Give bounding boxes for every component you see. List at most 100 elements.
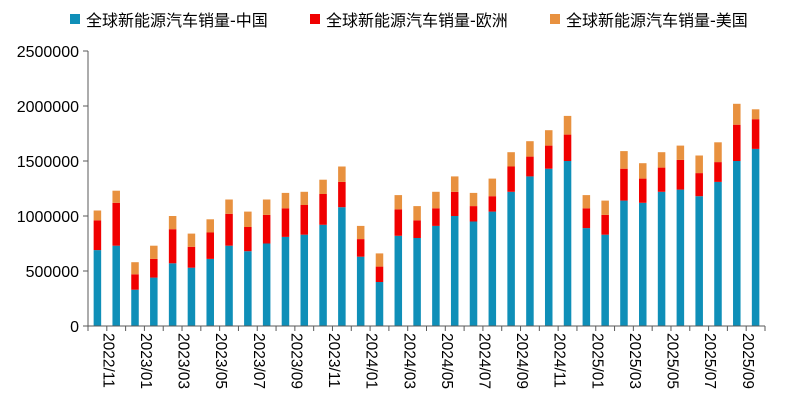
bar-segment-europe [187, 246, 196, 268]
bar-segment-usa [695, 155, 703, 174]
bar-segment-europe [733, 124, 741, 161]
bar-stack [225, 199, 233, 326]
legend: 全球新能源汽车销量-中国 全球新能源汽车销量-欧洲 全球新能源汽车销量-美国 [70, 11, 748, 30]
bar-segment-europe [714, 162, 722, 182]
x-tick-label: 2024/07 [476, 333, 493, 389]
x-tick-label: 2023/03 [175, 333, 192, 389]
bar-segment-usa [206, 219, 214, 233]
bar-stack [488, 178, 497, 326]
bar-segment-usa [338, 166, 346, 182]
bar-segment-usa [150, 245, 158, 259]
bar-segment-europe [206, 232, 214, 259]
bar-stack [281, 192, 290, 326]
bar-segment-china [300, 234, 309, 326]
bar-stack [526, 141, 534, 326]
bar-stack [150, 245, 158, 326]
bar-segment-usa [601, 200, 609, 215]
bar-segment-china [620, 200, 628, 326]
x-tick-label: 2024/01 [363, 333, 380, 389]
bar-segment-europe [450, 191, 459, 216]
bar-segment-europe [319, 194, 327, 225]
bar-segment-europe [150, 258, 158, 278]
bar-segment-europe [676, 159, 685, 190]
bar-segment-usa [469, 192, 478, 207]
bar-segment-europe [225, 213, 233, 246]
bar-segment-europe [563, 134, 572, 161]
bar-segment-china [394, 235, 403, 326]
x-tick-label: 2024/05 [438, 333, 455, 389]
bar-stack [432, 191, 440, 326]
bar-segment-europe [507, 166, 515, 192]
bar-segment-china [526, 176, 534, 326]
bar-segment-europe [93, 220, 102, 251]
legend-label-europe: 全球新能源汽车销量-欧洲 [326, 11, 508, 30]
bar-segment-usa [733, 103, 741, 125]
bar-segment-usa [582, 195, 591, 209]
bar-segment-china [733, 161, 741, 326]
x-tick-label: 2024/03 [400, 333, 417, 389]
x-axis: 2022/11 2023/01 2023/03 2023/05 2023/07 2023/… [87, 325, 766, 389]
bar-stack [469, 192, 478, 326]
bar-segment-europe [639, 178, 647, 203]
legend-label-china: 全球新能源汽车销量-中国 [86, 11, 268, 30]
legend-swatch-usa [550, 14, 560, 24]
x-tick-label: 2022/11 [99, 333, 116, 388]
bar-segment-usa [394, 195, 403, 210]
bar-stack [187, 233, 196, 326]
bar-segment-usa [375, 253, 384, 267]
y-tick-label: 2000000 [17, 99, 79, 116]
bar-segment-usa [413, 206, 421, 221]
bar-segment-europe [751, 119, 760, 149]
bar-stack [544, 130, 553, 326]
bar-segment-china [507, 191, 515, 326]
bar-segment-europe [657, 167, 666, 192]
bar-segment-usa [507, 152, 515, 167]
bar-segment-china [413, 238, 421, 326]
bar-segment-china [356, 256, 365, 326]
bar-stack [112, 190, 120, 326]
bar-segment-china [168, 263, 177, 326]
x-tick-label: 2023/11 [325, 333, 342, 388]
bar-segment-china [582, 228, 591, 326]
bar-segment-china [112, 245, 120, 326]
bar-segment-europe [131, 274, 139, 290]
y-tick-label: 1500000 [17, 154, 79, 171]
bar-segment-usa [93, 210, 102, 221]
bar-stack [131, 262, 139, 326]
x-tick-label: 2023/05 [212, 333, 229, 389]
bar-segment-china [563, 161, 572, 326]
bar-segment-usa [450, 176, 459, 192]
bar-segment-china [131, 289, 139, 326]
bar-segment-europe [112, 202, 120, 246]
bar-stack [244, 211, 252, 326]
bar-segment-europe [432, 208, 440, 226]
bar-segment-europe [375, 266, 384, 282]
bar-stack [93, 210, 102, 326]
bar-segment-europe [356, 239, 365, 257]
bar-segment-china [488, 211, 497, 326]
legend-label-usa: 全球新能源汽车销量-美国 [566, 11, 748, 30]
x-tick-label: 2023/01 [137, 333, 154, 389]
bar-segment-china [544, 168, 553, 326]
bar-stack [657, 152, 666, 326]
y-tick-label: 0 [70, 319, 79, 336]
bar-segment-europe [244, 227, 252, 252]
bar-segment-china [676, 189, 685, 326]
bar-segment-usa [657, 152, 666, 168]
bar-segment-usa [300, 191, 309, 205]
x-tick-label: 2024/09 [513, 333, 530, 389]
bar-segment-usa [639, 163, 647, 179]
bar-stack [338, 166, 346, 326]
bar-segment-china [281, 236, 290, 326]
bar-stack [262, 199, 271, 326]
x-tick-label: 2025/03 [626, 333, 643, 389]
bar-segment-usa [676, 145, 685, 160]
bar-stack [563, 115, 572, 326]
bar-segment-europe [601, 214, 609, 235]
bar-segment-europe [544, 145, 553, 169]
bar-stack [375, 253, 384, 326]
x-tick-label: 2023/09 [287, 333, 304, 389]
bar-segment-china [639, 202, 647, 326]
bar-segment-europe [620, 168, 628, 201]
